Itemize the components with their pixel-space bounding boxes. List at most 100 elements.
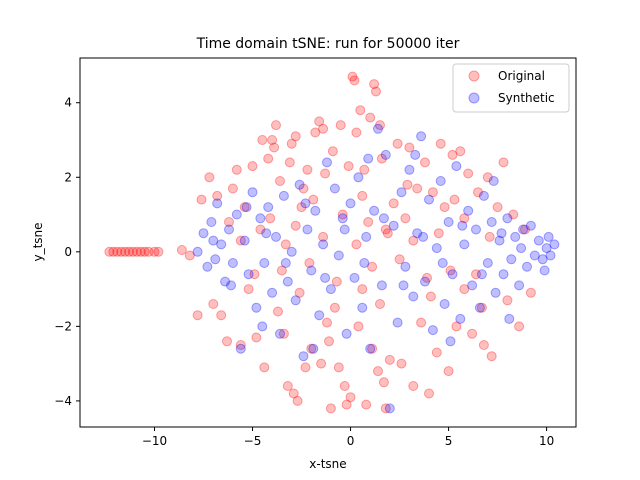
point-synthetic-16 bbox=[255, 213, 266, 224]
point-original-50 bbox=[308, 194, 319, 205]
point-original-1 bbox=[108, 246, 119, 257]
x-tick-label: −10 bbox=[142, 434, 167, 448]
point-original-139 bbox=[273, 306, 283, 317]
point-original-83 bbox=[378, 377, 389, 388]
point-original-113 bbox=[498, 157, 509, 168]
point-synthetic-13 bbox=[243, 269, 254, 280]
point-synthetic-70 bbox=[467, 280, 478, 291]
point-original-14 bbox=[184, 250, 195, 261]
points-layer bbox=[104, 71, 560, 414]
point-synthetic-37 bbox=[337, 213, 348, 224]
point-original-133 bbox=[433, 228, 444, 239]
point-synthetic-48 bbox=[380, 149, 391, 160]
point-original-108 bbox=[473, 187, 483, 198]
point-synthetic-81 bbox=[510, 231, 521, 242]
point-original-88 bbox=[392, 138, 403, 149]
point-synthetic-4 bbox=[210, 254, 221, 265]
point-synthetic-115 bbox=[445, 336, 456, 347]
point-original-80 bbox=[373, 366, 383, 377]
point-original-25 bbox=[239, 202, 250, 213]
point-synthetic-67 bbox=[455, 313, 466, 324]
y-tick-label: −2 bbox=[54, 319, 72, 333]
point-original-105 bbox=[459, 284, 470, 295]
point-original-137 bbox=[484, 231, 495, 242]
point-synthetic-103 bbox=[378, 213, 389, 224]
point-synthetic-2 bbox=[202, 261, 213, 272]
point-original-20 bbox=[216, 310, 227, 321]
x-axis-label: x-tsne bbox=[309, 457, 346, 471]
point-original-140 bbox=[296, 202, 307, 213]
point-original-22 bbox=[227, 183, 238, 194]
point-original-34 bbox=[269, 142, 280, 153]
point-original-99 bbox=[435, 138, 446, 149]
point-synthetic-64 bbox=[443, 217, 454, 227]
point-synthetic-95 bbox=[226, 280, 236, 291]
point-synthetic-24 bbox=[286, 246, 297, 257]
point-original-90 bbox=[400, 213, 411, 224]
point-original-3 bbox=[116, 246, 127, 257]
legend-marker-original bbox=[468, 70, 480, 82]
point-original-60 bbox=[333, 362, 344, 373]
point-original-143 bbox=[375, 299, 385, 309]
point-original-78 bbox=[369, 79, 380, 90]
point-synthetic-46 bbox=[373, 123, 383, 134]
point-original-42 bbox=[288, 388, 299, 399]
point-original-98 bbox=[431, 347, 442, 358]
point-original-100 bbox=[439, 202, 450, 213]
point-original-84 bbox=[380, 403, 391, 414]
point-synthetic-3 bbox=[206, 217, 217, 227]
point-synthetic-14 bbox=[247, 187, 258, 198]
point-synthetic-99 bbox=[300, 198, 311, 209]
point-synthetic-52 bbox=[396, 187, 407, 198]
point-synthetic-89 bbox=[541, 243, 552, 254]
point-synthetic-11 bbox=[235, 343, 246, 354]
point-synthetic-51 bbox=[392, 317, 403, 328]
point-original-141 bbox=[322, 317, 332, 328]
point-original-119 bbox=[235, 235, 246, 246]
point-original-0 bbox=[104, 246, 115, 257]
point-original-72 bbox=[357, 284, 368, 295]
point-synthetic-117 bbox=[504, 313, 515, 324]
point-original-111 bbox=[486, 351, 497, 362]
point-original-16 bbox=[196, 194, 207, 205]
point-synthetic-9 bbox=[227, 258, 238, 268]
point-original-82 bbox=[376, 153, 387, 164]
point-synthetic-54 bbox=[404, 164, 415, 175]
point-original-31 bbox=[259, 362, 270, 373]
point-synthetic-91 bbox=[549, 239, 560, 250]
point-synthetic-61 bbox=[431, 243, 442, 254]
point-synthetic-55 bbox=[408, 291, 419, 302]
point-original-146 bbox=[449, 194, 460, 205]
point-synthetic-105 bbox=[418, 231, 429, 242]
point-synthetic-56 bbox=[412, 228, 423, 239]
point-synthetic-79 bbox=[502, 213, 513, 224]
point-synthetic-57 bbox=[416, 131, 427, 142]
point-original-97 bbox=[427, 187, 438, 198]
legend-label-original: Original bbox=[498, 69, 545, 83]
point-original-41 bbox=[286, 138, 297, 149]
x-tick-label: 10 bbox=[539, 434, 554, 448]
point-synthetic-36 bbox=[333, 250, 344, 261]
point-synthetic-30 bbox=[310, 205, 321, 216]
point-synthetic-22 bbox=[278, 190, 289, 201]
point-original-24 bbox=[235, 340, 246, 350]
y-tick-label: 2 bbox=[64, 170, 72, 184]
point-original-26 bbox=[243, 284, 254, 295]
point-synthetic-25 bbox=[290, 295, 301, 306]
point-original-7 bbox=[131, 246, 142, 257]
point-synthetic-113 bbox=[363, 153, 374, 164]
point-synthetic-100 bbox=[320, 272, 331, 283]
point-original-129 bbox=[380, 224, 391, 235]
point-original-110 bbox=[482, 172, 493, 183]
point-synthetic-62 bbox=[435, 176, 446, 186]
point-original-57 bbox=[325, 403, 336, 414]
point-synthetic-59 bbox=[424, 194, 434, 205]
point-synthetic-7 bbox=[220, 276, 231, 287]
point-original-35 bbox=[271, 120, 281, 131]
point-original-115 bbox=[508, 209, 519, 220]
point-original-81 bbox=[375, 120, 385, 131]
point-synthetic-65 bbox=[447, 269, 458, 280]
point-original-29 bbox=[255, 224, 266, 235]
point-synthetic-69 bbox=[463, 205, 474, 216]
point-synthetic-96 bbox=[241, 202, 252, 213]
